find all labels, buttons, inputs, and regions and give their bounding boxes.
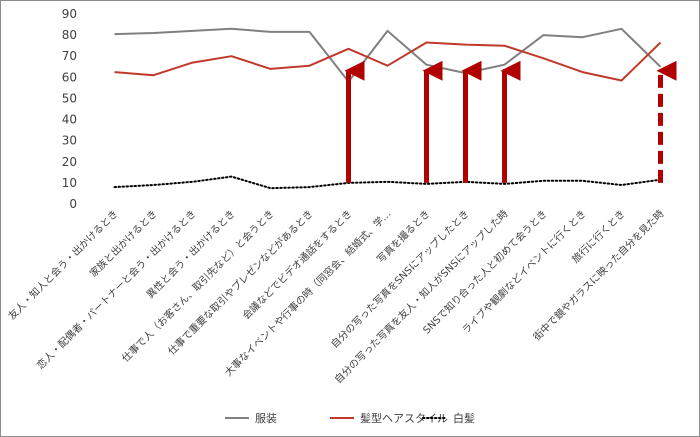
x-tick-label: 家族と出かけるとき — [87, 207, 160, 280]
series-line-2 — [113, 175, 662, 190]
series-line-0 — [114, 27, 662, 83]
y-tick-label: 20 — [62, 155, 77, 169]
y-tick-label: 50 — [62, 91, 77, 105]
x-tick-label: 自分の写った写真を友人・知人がSNSにアップした時 — [332, 207, 511, 386]
y-tick-label: 70 — [62, 49, 77, 63]
series-line-1 — [114, 41, 662, 82]
y-axis-ticks: 0 10 20 30 40 50 60 70 80 90 — [62, 7, 77, 211]
y-tick-label: 40 — [62, 113, 77, 127]
x-tick-label: 街中で鏡やガラスに映った自分を見た時 — [530, 207, 666, 343]
y-tick-label: 80 — [62, 28, 77, 42]
series-layer — [113, 27, 662, 190]
y-tick-label: 30 — [62, 134, 77, 148]
legend-label-1: 髪型ヘアスタイル — [360, 411, 448, 425]
x-tick-label: 仕事で重要な取引やプレゼンなどがあるとき — [165, 207, 316, 358]
x-axis-labels: 友人・知人と会う・出かけるとき家族と出かけるとき恋人・配偶者・パートナーと会う・… — [5, 207, 666, 386]
legend: 服装 髪型ヘアスタイル 白髪 — [225, 411, 475, 425]
annotation-arrows — [344, 60, 677, 183]
x-tick-label: 自分の写った写真をSNSにアップしたとき — [328, 207, 472, 351]
legend-label-0: 服装 — [255, 412, 277, 425]
legend-label-2: 白髪 — [453, 411, 475, 425]
y-tick-label: 0 — [69, 197, 77, 211]
y-tick-label: 90 — [62, 7, 77, 21]
y-tick-label: 60 — [62, 70, 77, 84]
y-tick-label: 10 — [62, 176, 77, 190]
